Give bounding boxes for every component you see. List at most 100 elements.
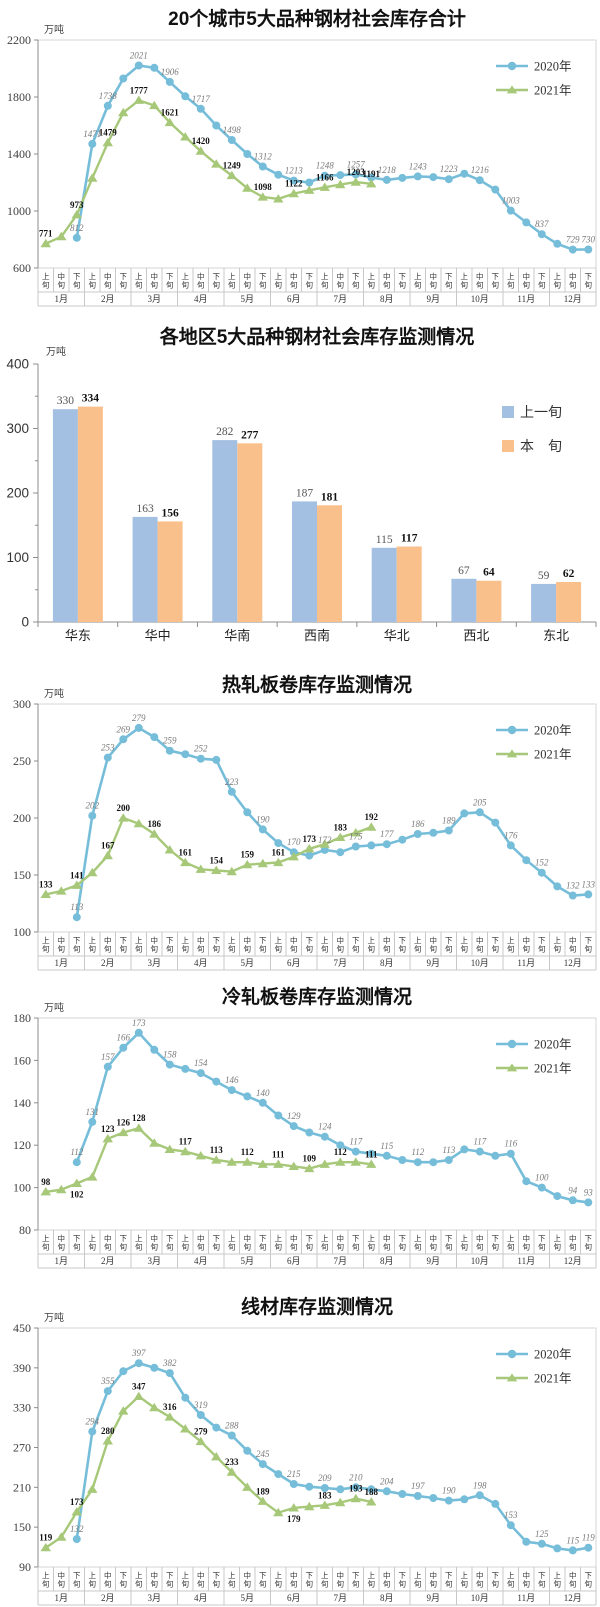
svg-text:8月: 8月 bbox=[380, 1256, 394, 1266]
svg-text:上旬: 上旬 bbox=[89, 1234, 97, 1252]
svg-text:中旬: 中旬 bbox=[290, 1233, 298, 1252]
svg-text:下旬: 下旬 bbox=[120, 1571, 128, 1589]
chart-title-wire-rod: 线材库存监测情况 bbox=[240, 1297, 393, 1318]
svg-text:下旬: 下旬 bbox=[352, 272, 360, 290]
svg-text:7月: 7月 bbox=[333, 1256, 347, 1266]
svg-text:113: 113 bbox=[442, 1145, 455, 1155]
chart-title-cold-rolled-coil: 冷轧板卷库存监测情况 bbox=[221, 987, 412, 1008]
svg-text:8月: 8月 bbox=[380, 1593, 394, 1603]
svg-text:117: 117 bbox=[473, 1137, 486, 1147]
svg-text:中旬: 中旬 bbox=[197, 1570, 205, 1589]
svg-text:下旬: 下旬 bbox=[445, 1234, 453, 1252]
svg-text:150: 150 bbox=[13, 1520, 31, 1534]
svg-text:113: 113 bbox=[210, 1145, 224, 1155]
svg-text:中旬: 中旬 bbox=[58, 1233, 66, 1252]
svg-text:上旬: 上旬 bbox=[228, 936, 236, 954]
svg-text:126: 126 bbox=[117, 1118, 131, 1128]
svg-text:1471: 1471 bbox=[83, 129, 101, 139]
svg-text:10月: 10月 bbox=[471, 958, 489, 968]
svg-text:112: 112 bbox=[241, 1147, 255, 1157]
svg-text:189: 189 bbox=[256, 1486, 270, 1496]
svg-text:下旬: 下旬 bbox=[259, 1234, 267, 1252]
svg-text:中旬: 中旬 bbox=[383, 1233, 391, 1252]
svg-text:上旬: 上旬 bbox=[507, 272, 515, 290]
svg-text:204: 204 bbox=[380, 1476, 394, 1486]
svg-text:1166: 1166 bbox=[316, 172, 334, 182]
svg-text:下旬: 下旬 bbox=[585, 1571, 593, 1589]
svg-text:6月: 6月 bbox=[287, 1593, 301, 1603]
svg-text:上旬: 上旬 bbox=[554, 1571, 562, 1589]
svg-text:837: 837 bbox=[535, 219, 549, 229]
svg-text:279: 279 bbox=[194, 1427, 208, 1437]
svg-text:11月: 11月 bbox=[517, 1593, 535, 1603]
svg-text:2200: 2200 bbox=[7, 33, 31, 47]
svg-text:400: 400 bbox=[6, 357, 29, 372]
svg-text:67: 67 bbox=[458, 565, 470, 577]
svg-text:3月: 3月 bbox=[147, 958, 161, 968]
svg-text:上旬: 上旬 bbox=[321, 936, 329, 954]
svg-text:下旬: 下旬 bbox=[538, 1234, 546, 1252]
svg-text:125: 125 bbox=[535, 1529, 549, 1539]
svg-text:183: 183 bbox=[334, 822, 348, 832]
svg-text:中旬: 中旬 bbox=[523, 271, 531, 290]
svg-text:94: 94 bbox=[568, 1185, 578, 1195]
svg-text:173: 173 bbox=[132, 1018, 146, 1028]
svg-text:华中: 华中 bbox=[145, 628, 171, 642]
svg-text:334: 334 bbox=[82, 393, 100, 405]
svg-text:7月: 7月 bbox=[333, 1593, 347, 1603]
svg-text:102: 102 bbox=[70, 1189, 84, 1199]
svg-text:11月: 11月 bbox=[517, 958, 535, 968]
y-axis-unit: 万吨 bbox=[44, 1311, 64, 1324]
svg-text:277: 277 bbox=[241, 429, 259, 441]
svg-text:175: 175 bbox=[349, 832, 363, 842]
svg-text:157: 157 bbox=[101, 1052, 115, 1062]
y-axis-unit: 万吨 bbox=[44, 23, 64, 36]
svg-text:10月: 10月 bbox=[471, 1256, 489, 1266]
svg-text:288: 288 bbox=[225, 1421, 239, 1431]
svg-text:115: 115 bbox=[376, 534, 393, 546]
svg-text:1月: 1月 bbox=[54, 1593, 68, 1603]
svg-text:117: 117 bbox=[179, 1137, 193, 1147]
svg-text:下旬: 下旬 bbox=[166, 1234, 174, 1252]
svg-text:390: 390 bbox=[13, 1361, 31, 1375]
svg-text:中旬: 中旬 bbox=[197, 271, 205, 290]
svg-text:141: 141 bbox=[70, 870, 84, 880]
svg-text:中旬: 中旬 bbox=[244, 935, 252, 954]
svg-text:下旬: 下旬 bbox=[73, 272, 81, 290]
svg-text:1400: 1400 bbox=[7, 147, 31, 161]
svg-text:180: 180 bbox=[13, 1011, 31, 1025]
svg-text:1218: 1218 bbox=[378, 165, 397, 175]
svg-text:3月: 3月 bbox=[147, 1593, 161, 1603]
svg-text:112: 112 bbox=[334, 1147, 348, 1157]
svg-text:250: 250 bbox=[13, 754, 31, 768]
svg-text:下旬: 下旬 bbox=[166, 272, 174, 290]
svg-text:193: 193 bbox=[349, 1484, 363, 1494]
svg-text:1122: 1122 bbox=[285, 179, 303, 189]
svg-text:下旬: 下旬 bbox=[585, 936, 593, 954]
svg-text:2021年: 2021年 bbox=[534, 748, 572, 762]
svg-text:5月: 5月 bbox=[240, 1593, 254, 1603]
svg-text:上旬: 上旬 bbox=[554, 1234, 562, 1252]
svg-text:233: 233 bbox=[225, 1457, 239, 1467]
svg-text:2月: 2月 bbox=[101, 958, 115, 968]
svg-text:上旬: 上旬 bbox=[42, 272, 50, 290]
svg-text:1777: 1777 bbox=[130, 85, 149, 95]
svg-text:2020年: 2020年 bbox=[534, 1348, 572, 1362]
svg-text:200: 200 bbox=[117, 803, 131, 813]
svg-text:上旬: 上旬 bbox=[182, 1571, 190, 1589]
svg-text:6月: 6月 bbox=[287, 294, 301, 304]
svg-text:8月: 8月 bbox=[380, 294, 394, 304]
svg-text:200: 200 bbox=[13, 811, 31, 825]
svg-text:1420: 1420 bbox=[192, 136, 211, 146]
svg-text:上旬: 上旬 bbox=[42, 1234, 50, 1252]
svg-text:8月: 8月 bbox=[380, 958, 394, 968]
svg-text:197: 197 bbox=[411, 1481, 425, 1491]
svg-text:上旬: 上旬 bbox=[321, 272, 329, 290]
svg-text:上旬: 上旬 bbox=[321, 1571, 329, 1589]
cold-rolled-coil-line-chart: 80100120140160180万吨上旬中旬下旬上旬中旬下旬上旬中旬下旬上旬中… bbox=[13, 1001, 597, 1269]
svg-text:188: 188 bbox=[365, 1487, 379, 1497]
svg-text:中旬: 中旬 bbox=[523, 1570, 531, 1589]
